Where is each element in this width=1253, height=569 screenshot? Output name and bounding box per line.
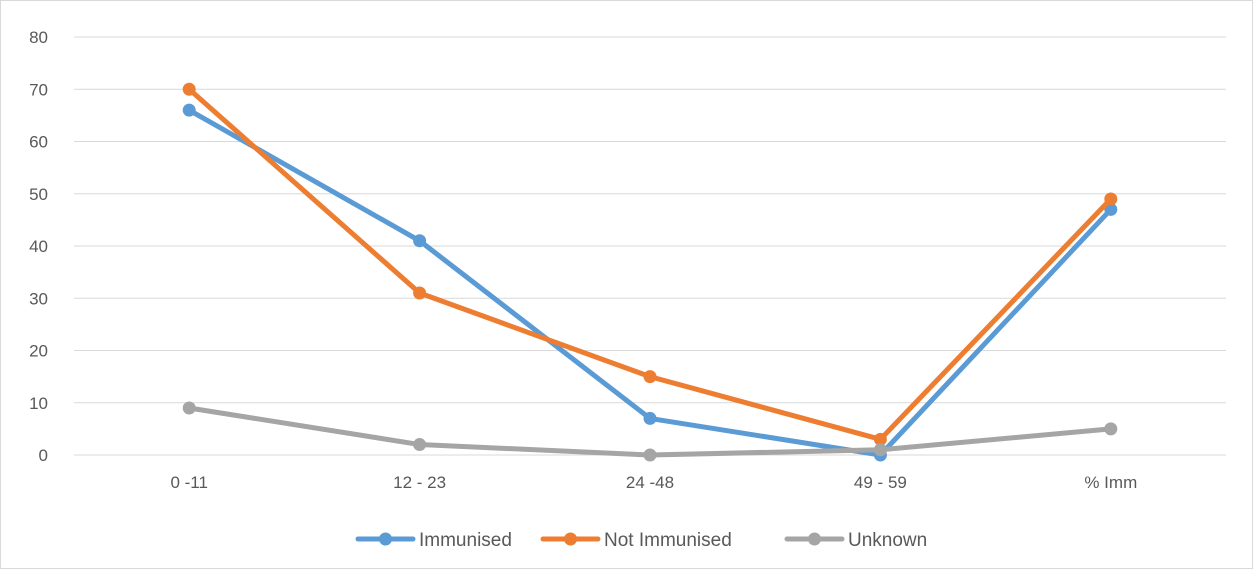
data-point-not-immunised	[643, 370, 657, 384]
data-point-immunised	[1104, 202, 1118, 216]
x-tick-label: 49 - 59	[854, 473, 907, 492]
data-point-unknown	[873, 443, 887, 457]
x-axis-tick-labels: 0 -11 12 - 23 24 -48 49 - 59 % Imm	[170, 473, 1137, 492]
y-tick-label: 50	[29, 185, 48, 204]
y-tick-label: 30	[29, 289, 48, 308]
series-immunised	[182, 103, 1118, 462]
series-not-immunised	[182, 82, 1118, 446]
y-tick-label: 40	[29, 237, 48, 256]
y-tick-label: 10	[29, 394, 48, 413]
data-point-unknown	[1104, 422, 1118, 436]
data-point-not-immunised	[182, 82, 196, 96]
legend-item-immunised: Immunised	[355, 530, 512, 551]
x-tick-label: 12 - 23	[393, 473, 446, 492]
legend-swatch-marker	[564, 532, 577, 546]
gridlines	[74, 36, 1226, 456]
data-point-immunised	[413, 234, 427, 248]
legend-label: Immunised	[419, 530, 512, 551]
y-tick-label: 0	[39, 446, 48, 465]
y-tick-label: 70	[29, 80, 48, 99]
data-point-unknown	[643, 448, 657, 462]
y-tick-label: 60	[29, 133, 48, 152]
legend-swatch-marker	[808, 532, 821, 546]
data-point-not-immunised	[1104, 192, 1118, 206]
data-point-immunised	[643, 411, 657, 425]
data-point-unknown	[413, 438, 427, 452]
y-tick-label: 20	[29, 342, 48, 361]
data-point-not-immunised	[413, 286, 427, 300]
legend: Immunised Not Immunised Unknown	[355, 530, 927, 551]
data-point-not-immunised	[873, 432, 887, 446]
legend-label: Not Immunised	[604, 530, 732, 551]
series-line-immunised	[186, 107, 1114, 458]
x-tick-label: 24 -48	[626, 473, 674, 492]
y-tick-label: 80	[29, 28, 48, 47]
series-unknown	[182, 401, 1118, 462]
legend-swatch-marker	[379, 532, 392, 546]
legend-label: Unknown	[848, 530, 927, 551]
x-tick-label: % Imm	[1084, 473, 1137, 492]
data-point-unknown	[182, 401, 196, 415]
data-point-immunised	[182, 103, 196, 117]
legend-item-not-immunised: Not Immunised	[540, 530, 732, 551]
y-axis-tick-labels: 0 10 20 30 40 50 60 70 80	[29, 28, 48, 465]
legend-item-unknown: Unknown	[784, 530, 927, 551]
series-lines	[182, 82, 1118, 462]
x-tick-label: 0 -11	[170, 473, 208, 492]
